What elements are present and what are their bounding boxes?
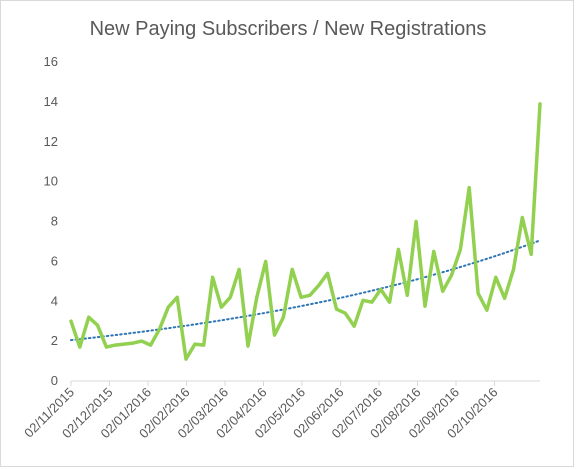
y-tick-label: 6 [51,253,58,268]
series-layer [69,102,542,361]
y-tick-label: 12 [44,134,58,149]
series-line [69,102,542,361]
y-tick-label: 4 [51,293,58,308]
x-axis: 02/11/201502/12/201502/01/201602/02/2016… [21,380,540,441]
y-tick-label: 2 [51,333,58,348]
y-axis-tick-labels: 0 2 4 6 8 10 12 14 16 [44,54,58,388]
y-tick-label: 14 [44,94,58,109]
y-tick-label: 8 [51,214,58,229]
chart-title: New Paying Subscribers / New Registratio… [89,18,487,40]
y-tick-label: 10 [44,174,58,189]
y-tick-label: 0 [51,373,58,388]
trendline [70,239,541,342]
y-tick-label: 16 [44,54,58,69]
